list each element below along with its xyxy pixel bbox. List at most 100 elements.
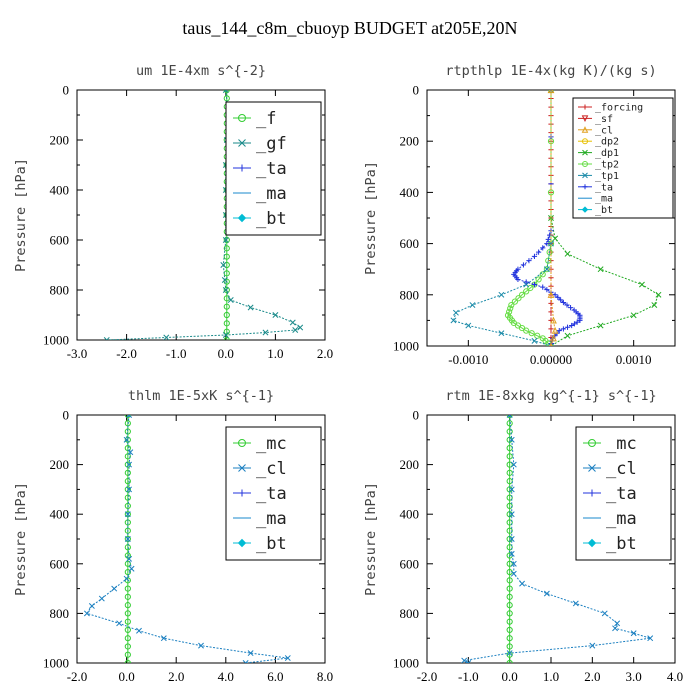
data-point [526,258,532,264]
y-tick-label: 1000 [43,656,69,671]
data-point [124,602,131,609]
data-point [111,585,118,592]
data-point [543,590,550,597]
data-point [508,436,515,443]
data-point [506,635,513,642]
data-point [577,316,583,322]
data-point [126,415,133,418]
legend-marker [588,464,596,472]
data-point [128,565,135,572]
legend-label: _cl [606,459,637,479]
data-point [124,453,131,460]
data-point [531,281,538,288]
legend-marker [582,184,588,190]
legend-marker [238,439,246,447]
legend-marker [238,139,246,147]
data-point [564,302,570,308]
data-point [450,317,457,324]
data-point [528,330,535,337]
y-axis-label: Pressure [hPa] [363,482,379,596]
data-point [564,332,571,339]
data-point [136,627,142,634]
data-point [227,297,234,303]
data-point [518,291,526,298]
data-point [124,651,131,658]
legend-marker [237,538,247,548]
x-tick-label: -0.0010 [448,352,488,367]
y-tick-label: 0 [413,408,420,423]
x-tick-label: 0.00000 [530,352,572,367]
data-point [506,626,513,634]
legend-label: _cl [256,459,287,479]
data-point [222,237,229,243]
data-point [520,262,527,268]
data-point [124,618,131,625]
data-point [597,322,604,329]
x-tick-label: 4.0 [667,669,683,684]
legend-label: _mc [256,434,287,454]
data-point [103,337,110,340]
panel-1: um 1E-4xm s^{-2} Pressure [hPa] 0 200 400 600… [13,63,333,361]
data-point [284,655,291,661]
data-point [124,478,131,485]
data-point [560,299,566,306]
data-point [647,635,654,642]
data-point [222,287,229,293]
data-point [465,322,472,329]
legend-label: _ta [256,484,287,504]
data-point [506,593,513,600]
data-point [124,610,131,617]
data-point [506,651,513,658]
data-point [124,643,131,650]
data-point [124,593,131,600]
panel-title: rtm 1E-8xkg kg^{-1} s^{-1} [445,388,656,404]
data-point [508,511,515,518]
data-point [655,291,662,298]
data-point [123,575,130,582]
data-point [127,449,134,456]
data-point [518,324,526,332]
data-point [544,241,550,247]
y-tick-label: 200 [50,457,70,472]
data-point [506,659,513,663]
data-point [297,324,304,331]
legend-marker [587,538,597,548]
data-point [222,332,229,338]
data-point [506,544,513,551]
data-point [163,334,170,340]
data-point [508,486,515,493]
data-point [198,642,204,649]
data-point [548,240,554,247]
data-point [569,322,575,329]
data-point [223,303,230,310]
y-tick-label: 600 [400,556,420,571]
legend-label: _bt [256,534,287,554]
series-line-dp1 [550,90,660,346]
data-point [547,90,555,94]
data-point [545,236,551,242]
y-axis-label: Pressure [hPa] [13,482,29,596]
y-tick-label: 1000 [393,339,419,354]
y-tick-label: 400 [50,183,70,198]
legend-label: _sf [595,114,613,125]
data-point [126,555,133,562]
legend: _f _gf _ta _ma _bt [225,101,322,236]
y-tick-label: 800 [50,283,70,298]
data-point [498,330,505,337]
data-point [527,284,534,292]
data-point [506,478,513,485]
data-point [247,650,254,657]
data-point [515,295,522,302]
data-point [262,329,269,336]
data-point [124,659,131,663]
legend-label: _ta [595,182,613,193]
data-point [506,602,513,609]
x-tick-label: 3.0 [626,669,642,684]
data-point [508,536,515,542]
data-point [511,298,519,305]
y-tick-label: 600 [400,236,420,251]
data-point [160,635,167,642]
legend-label: _forcing [595,103,643,114]
y-tick-label: 0 [63,83,70,98]
data-point [506,610,513,617]
